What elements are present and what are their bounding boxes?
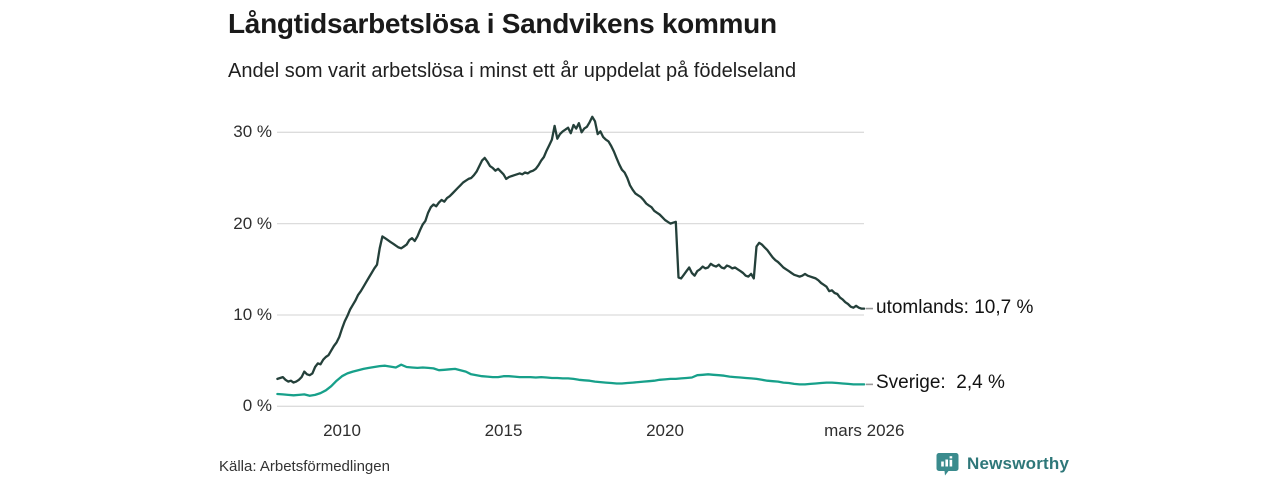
page-title: Långtidsarbetslösa i Sandvikens kommun xyxy=(228,8,777,39)
label-connector-dashes xyxy=(866,307,873,386)
y-tick-label: 20 % xyxy=(233,213,272,233)
newsworthy-wordmark: Newsworthy xyxy=(967,454,1070,473)
gridlines xyxy=(277,131,864,407)
series-line-utomlands xyxy=(276,115,866,384)
bar-chart-badge-icon xyxy=(936,453,959,476)
series-lines xyxy=(276,115,866,397)
x-tick-label: 2015 xyxy=(484,421,523,440)
source-note: Källa: Arbetsförmedlingen xyxy=(219,458,390,475)
x-tick-label: 2020 xyxy=(646,421,684,440)
newsworthy-branding: Newsworthy xyxy=(936,452,1069,476)
y-tick-label: 30 % xyxy=(233,122,272,142)
x-tick-label: 2010 xyxy=(323,421,361,440)
y-tick-label: 0 % xyxy=(242,396,272,416)
x-tick-label: mars 2026 xyxy=(824,421,905,440)
series-line-Sverige xyxy=(276,363,866,397)
series-end-label-utomlands: utomlands: 10,7 % xyxy=(876,296,1034,318)
page-subtitle: Andel som varit arbetslösa i minst ett å… xyxy=(228,60,797,82)
y-tick-label: 10 % xyxy=(233,304,272,324)
series-end-label-Sverige: Sverige: 2,4 % xyxy=(876,372,1005,394)
